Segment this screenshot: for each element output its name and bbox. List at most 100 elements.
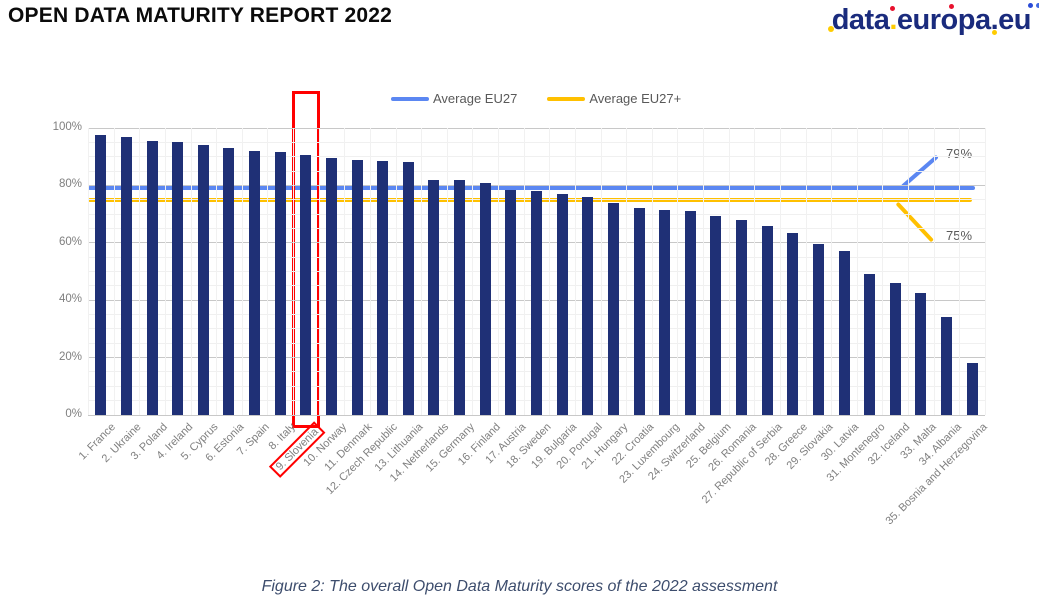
gridline [395,128,397,415]
bar-slovakia [812,244,824,415]
bar-albania [941,317,953,415]
bar-luxembourg [659,209,671,415]
gridline [651,128,653,415]
gridline [754,128,756,415]
gridline [856,128,858,415]
bar-czech-republic [377,161,389,415]
gridline [498,128,500,415]
gridline [139,128,141,415]
gridline [164,128,166,415]
bar-netherlands [428,179,440,415]
bar-france [95,135,107,415]
gridline [88,127,985,129]
gridline [446,128,448,415]
gridline [959,128,961,415]
logo-data-europa-eu: data.europa.eu [827,0,1039,40]
average-eu27plus-annotation: 75% [946,228,972,243]
bar-portugal [582,196,594,415]
bar-ukraine [120,136,132,415]
gridline [88,184,985,186]
gridline [88,414,985,416]
gridline [318,128,320,415]
y-axis-tick-label: 80% [58,178,82,191]
gridline [267,128,269,415]
bar-estonia [223,148,235,415]
y-axis-tick-label: 40% [58,293,82,306]
y-axis-tick-label: 100% [52,121,82,133]
logo-navy-period: . [990,4,999,36]
bar-iceland [889,282,901,415]
bar-finland [479,182,491,415]
legend-line-swatch-eu27plus [547,96,586,101]
bar-norway [325,158,337,415]
bar-germany [454,179,466,415]
figure-caption: Figure 2: The overall Open Data Maturity… [261,578,778,595]
bar-republic-of-serbia [761,225,773,415]
gridline [344,128,346,415]
bar-slovenia [300,155,312,415]
gridline [472,128,474,415]
gridline [626,128,628,415]
bar-cyprus [197,145,209,415]
bar-italy [274,152,286,415]
y-axis-tick-label: 0% [65,408,82,420]
gridline [88,156,985,158]
bar-bulgaria [556,194,568,415]
logo-yellow-period: . [889,4,897,36]
legend-line-swatch-eu27 [391,96,429,101]
bar-austria [505,189,517,415]
bar-hungary [607,202,619,415]
gridline [805,128,807,415]
gridline [574,128,576,415]
gridline [882,128,884,415]
bar-belgium [710,215,722,415]
bar-poland [146,140,158,415]
gridline [677,128,679,415]
y-axis-tick-label: 60% [58,235,82,248]
gridline [421,128,423,415]
legend-item-eu27plus: Average EU27+ [547,91,681,106]
gridline [293,128,295,415]
gridline [703,128,705,415]
gridline [985,128,986,415]
bar-sweden [531,191,542,415]
gridline [88,128,89,415]
gridline [728,128,730,415]
logo-yellow-dot-icon [827,26,834,32]
bar-bosnia-and-herzegovina [966,363,978,415]
gridline [933,128,935,415]
gridline [216,128,218,415]
gridline [88,141,985,143]
bar-montenegro [864,274,876,415]
page-title: OPEN DATA MATURITY REPORT 2022 [8,4,393,27]
y-axis-tick-label: 20% [58,350,82,363]
logo-text-eu: eu [998,4,1031,36]
logo-yellow-dot-icon [991,30,997,35]
logo-red-dot-icon [889,6,895,11]
logo-text-europa: europa [896,4,991,36]
legend-item-eu27: Average EU27 [391,91,517,106]
legend-label-eu27: Average EU27 [433,91,518,106]
legend-label-eu27plus: Average EU27+ [589,91,682,106]
gridline [190,128,192,415]
logo-blue-dot-icon [1027,3,1033,8]
gridline [113,128,115,415]
gridline [241,128,243,415]
bar-croatia [633,208,645,415]
gridline [908,128,910,415]
gridline [369,128,371,415]
bar-switzerland [684,211,696,415]
bar-lithuania [402,162,414,415]
bar-denmark [351,159,363,415]
gridline [779,128,781,415]
gridline [523,128,525,415]
average-eu27-annotation: 79% [946,146,972,161]
gridline [600,128,602,415]
bar-spain [249,150,261,415]
average-eu27-line [88,186,975,191]
logo-text-data: data [831,4,890,36]
logo-blue-dot-icon [1035,3,1039,8]
logo-red-dot-icon [948,4,954,9]
